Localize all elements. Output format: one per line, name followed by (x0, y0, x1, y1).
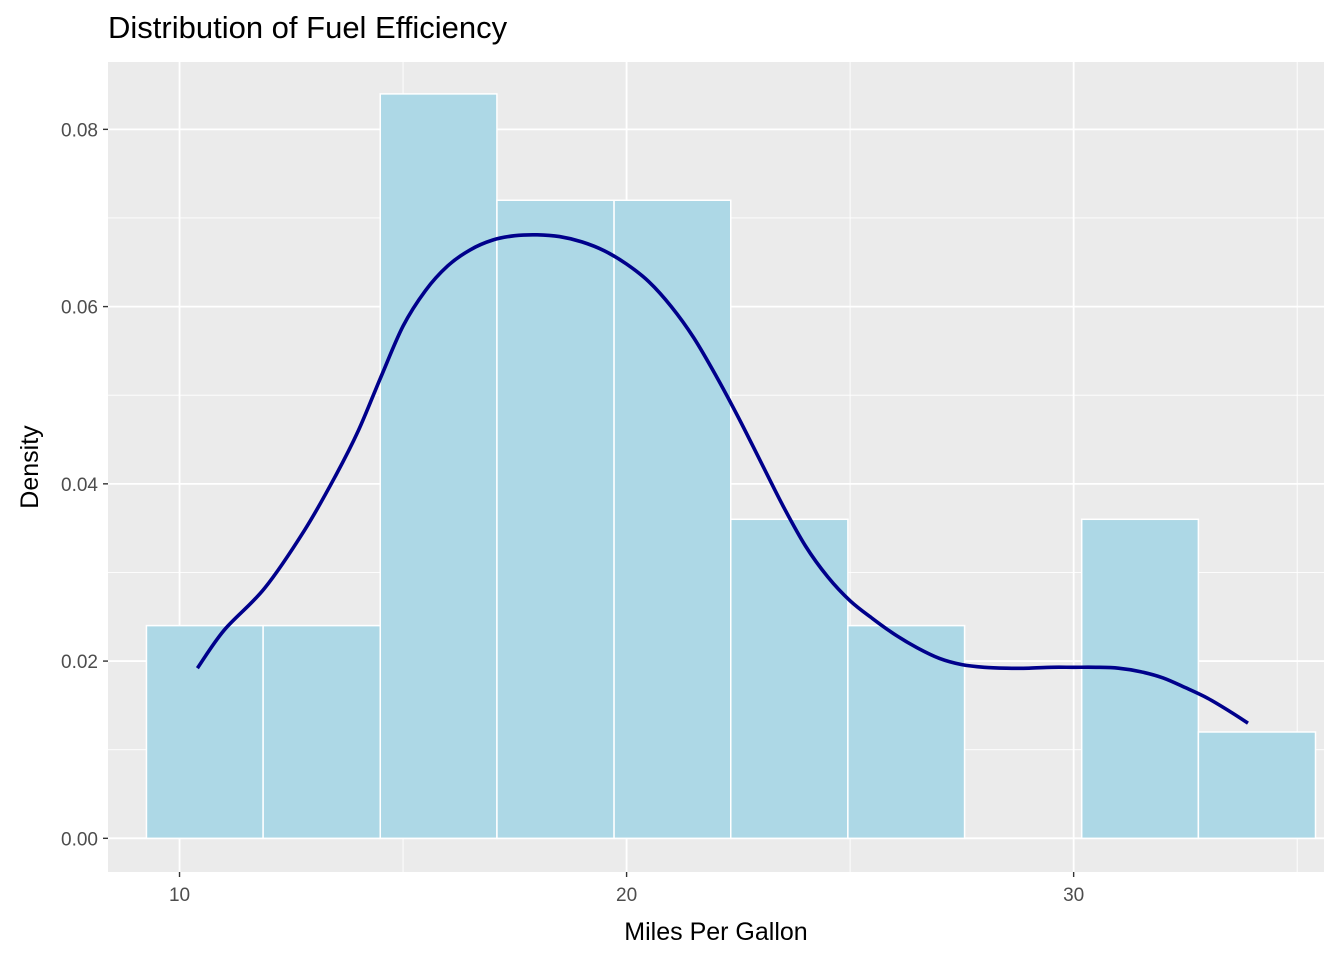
histogram-bar (496, 199, 615, 840)
histogram-bar (262, 624, 382, 840)
histogram-bar (1197, 731, 1317, 840)
x-axis: 10 20 30 (169, 872, 1084, 906)
y-tick-label: 0.00 (61, 829, 98, 850)
histogram-bar (379, 93, 498, 840)
histogram-bar (730, 518, 849, 840)
chart-title: Distribution of Fuel Efficiency (108, 10, 508, 45)
y-axis-title: Density (16, 425, 44, 509)
histogram-bar (847, 624, 966, 840)
x-tick-label: 20 (616, 885, 637, 906)
y-tick-label: 0.04 (61, 475, 98, 496)
density-curve-group (195, 232, 1249, 725)
histogram-bar (1080, 518, 1200, 840)
y-tick-label: 0.08 (61, 120, 98, 141)
x-tick-label: 10 (169, 885, 190, 906)
x-tick-label: 30 (1063, 885, 1084, 906)
y-axis: 0.00 0.02 0.04 0.06 0.08 (61, 120, 108, 850)
histogram-bar (613, 199, 732, 840)
y-tick-label: 0.02 (61, 652, 98, 673)
x-axis-title: Miles Per Gallon (624, 918, 807, 946)
y-tick-label: 0.06 (61, 298, 98, 319)
density-curve (195, 232, 1249, 725)
histogram-bars (145, 93, 1317, 840)
